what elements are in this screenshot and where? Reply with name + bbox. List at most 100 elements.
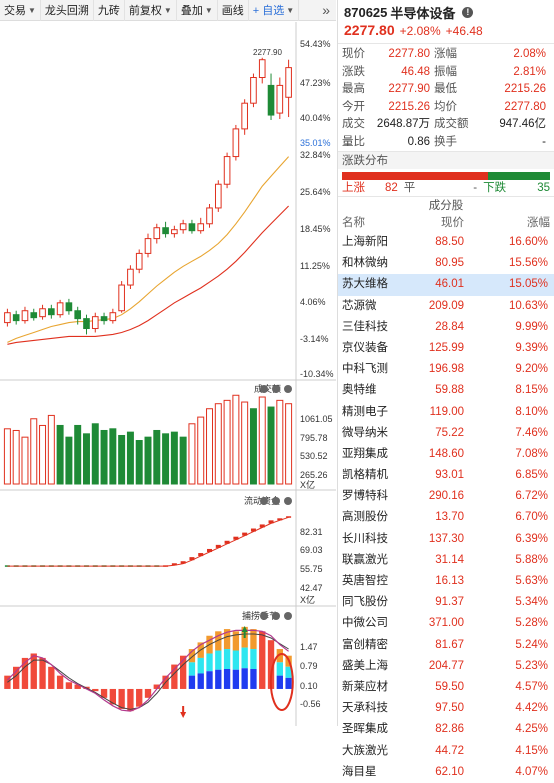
- component-row[interactable]: 奥特维 59.88 8.15%: [338, 380, 554, 401]
- panel-settings-icon: [260, 612, 268, 620]
- toolbar-button-6[interactable]: + 自选 ▼: [249, 0, 300, 21]
- season-bar-mid: [241, 647, 248, 669]
- toolbar-button-1[interactable]: 龙头回溯: [41, 0, 94, 21]
- component-price: 148.60: [428, 447, 464, 460]
- flow-axis-label: 69.03: [300, 545, 323, 555]
- header-name[interactable]: 名称: [342, 217, 365, 229]
- candle-body: [48, 308, 55, 316]
- component-row[interactable]: 中微公司 371.00 5.28%: [338, 613, 554, 634]
- panel-help-icon: [272, 385, 280, 393]
- components-list: 上海新阳 88.50 16.60% 和林微纳 80.95 15.56% 苏大维格 46.01 1…: [338, 232, 554, 783]
- chart-canvas[interactable]: 54.43% 47.23% 40.04% 35.01% 32.84% 25.64% 18.4…: [0, 22, 336, 726]
- component-row[interactable]: 中科飞测 196.98 9.20%: [338, 359, 554, 380]
- component-row[interactable]: 精测电子 119.00 8.10%: [338, 402, 554, 423]
- component-change: 8.15%: [515, 384, 548, 397]
- component-row[interactable]: 和林微纳 80.95 15.56%: [338, 253, 554, 274]
- volume-axis-label: 265.26: [300, 470, 328, 480]
- component-row[interactable]: 海目星 62.10 4.07%: [338, 762, 554, 783]
- component-row[interactable]: 联赢激光 31.14 5.88%: [338, 550, 554, 571]
- component-row[interactable]: 京仪装备 125.99 9.39%: [338, 338, 554, 359]
- component-row[interactable]: 盛美上海 204.77 5.23%: [338, 656, 554, 677]
- component-row[interactable]: 芯源微 209.09 10.63%: [338, 296, 554, 317]
- component-change: 5.23%: [515, 659, 548, 672]
- candle-body: [127, 268, 134, 286]
- component-row[interactable]: 三佳科技 28.84 9.99%: [338, 317, 554, 338]
- candle-body: [197, 223, 205, 232]
- volume-bar: [47, 414, 55, 485]
- component-price: 82.86: [435, 723, 464, 736]
- component-row[interactable]: 高测股份 13.70 6.70%: [338, 507, 554, 528]
- component-row[interactable]: 苏大维格 46.01 15.05%: [338, 274, 554, 296]
- season-bar-base: [241, 668, 248, 689]
- candle-body: [285, 67, 292, 98]
- toolbar-button-4[interactable]: 叠加 ▼: [177, 0, 218, 21]
- quote-label: 振幅: [434, 65, 457, 78]
- quote-value: 2.81%: [513, 65, 546, 78]
- season-bar-base: [206, 671, 213, 689]
- component-change: 9.20%: [515, 363, 548, 376]
- season-bar: [118, 688, 125, 709]
- season-bar-mid: [197, 657, 204, 674]
- component-name: 大族激光: [342, 744, 388, 757]
- chart-toolbar: 交易 ▼ 龙头回溯 九砖 前复权 ▼ 叠加 ▼ 画线 + 自选 ▼ »: [0, 0, 336, 21]
- header-price[interactable]: 现价: [441, 217, 464, 229]
- quote-value: 2215.26: [388, 100, 430, 113]
- volume-bar: [214, 403, 222, 485]
- header-change[interactable]: 涨幅: [527, 217, 550, 229]
- price-axis-label: 40.04%: [300, 113, 331, 123]
- component-row[interactable]: 天承科技 97.50 4.42%: [338, 698, 554, 719]
- more-icon[interactable]: »: [322, 2, 330, 18]
- toolbar-button-2[interactable]: 九砖: [94, 0, 125, 21]
- component-name: 海目星: [342, 765, 377, 778]
- flow-axis-label: 42.47: [300, 583, 323, 593]
- season-bar-top: [276, 649, 283, 663]
- toolbar-button-3[interactable]: 前复权 ▼: [125, 0, 177, 21]
- season-bar: [109, 688, 117, 705]
- season-bar-top: [188, 649, 196, 663]
- component-row[interactable]: 同飞股份 91.37 5.34%: [338, 592, 554, 613]
- component-row[interactable]: 英唐智控 16.13 5.63%: [338, 571, 554, 592]
- season-bar-mid: [206, 653, 213, 672]
- component-row[interactable]: 新莱应材 59.50 4.57%: [338, 677, 554, 698]
- component-row[interactable]: 罗博特科 290.16 6.72%: [338, 486, 554, 507]
- component-row[interactable]: 凯格精机 93.01 6.85%: [338, 465, 554, 486]
- ma-slow-line: [7, 205, 289, 345]
- panel-gear-icon: [284, 385, 292, 393]
- ma-fast-line: [7, 156, 290, 343]
- component-row[interactable]: 大族激光 44.72 4.15%: [338, 741, 554, 762]
- panel-settings-icon: [260, 497, 268, 505]
- season-bar-mid: [232, 650, 240, 670]
- component-row[interactable]: 微导纳米 75.22 7.46%: [338, 423, 554, 444]
- flow-axis-label: X亿: [300, 594, 315, 605]
- component-price: 81.67: [435, 638, 464, 651]
- component-change: 4.42%: [515, 702, 548, 715]
- up-label: 上涨: [342, 182, 365, 194]
- candle-body: [179, 223, 187, 231]
- quote-label: 现价: [342, 48, 365, 60]
- component-row[interactable]: 长川科技 137.30 6.39%: [338, 529, 554, 550]
- info-icon[interactable]: !: [462, 7, 474, 18]
- panel-settings-icon: [260, 385, 268, 393]
- high-price-label: 2277.90: [253, 48, 282, 57]
- price-line: 2277.80 +2.08% +46.48: [338, 22, 554, 44]
- toolbar-button-0[interactable]: 交易 ▼: [0, 0, 41, 21]
- toolbar-button-5[interactable]: 画线: [218, 0, 249, 21]
- component-row[interactable]: 上海新阳 88.50 16.60%: [338, 232, 554, 253]
- candle-body: [21, 310, 29, 322]
- candle-body: [276, 84, 284, 114]
- volume-bar: [285, 403, 293, 485]
- component-change: 4.25%: [515, 723, 548, 736]
- down-count: 35: [537, 182, 550, 194]
- season-bar: [56, 675, 64, 689]
- flow-bar: [242, 532, 248, 536]
- candle-body: [250, 77, 257, 104]
- component-price: 371.00: [428, 617, 464, 630]
- component-row[interactable]: 圣晖集成 82.86 4.25%: [338, 719, 554, 740]
- season-bar-base: [250, 669, 257, 689]
- toolbar-button-label: 画线: [221, 5, 244, 17]
- chart-area[interactable]: 54.43% 47.23% 40.04% 35.01% 32.84% 25.64% 18.4…: [0, 22, 336, 726]
- component-row[interactable]: 富创精密 81.67 5.24%: [338, 635, 554, 656]
- season-bar-base: [223, 669, 231, 689]
- component-row[interactable]: 亚翔集成 148.60 7.08%: [338, 444, 554, 465]
- quote-label: 均价: [434, 100, 457, 113]
